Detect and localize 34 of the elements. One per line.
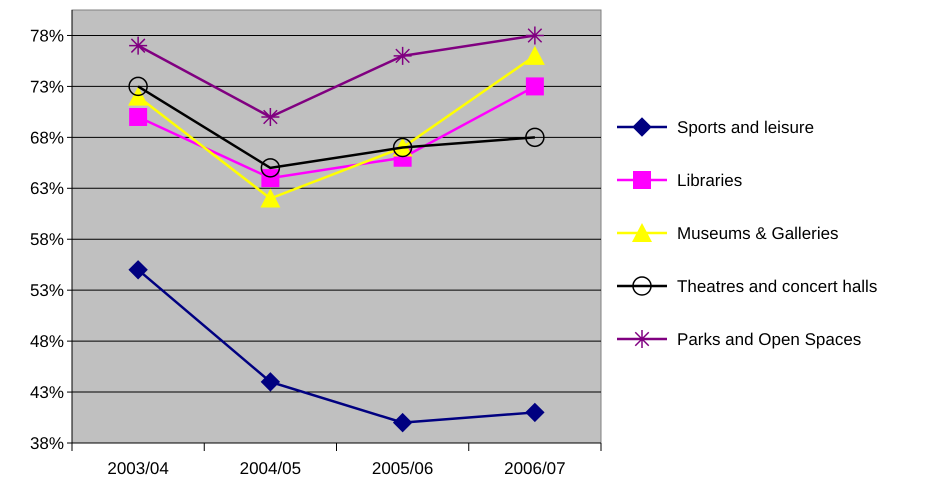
point [526,77,544,96]
y-tick-label: 43% [30,383,64,402]
point [129,108,148,126]
point [128,36,148,56]
x-tick-label: 2006/07 [504,459,566,478]
y-tick-label: 53% [30,281,64,300]
point [260,158,280,178]
point [260,107,280,127]
legend-label: Museums & Galleries [677,224,839,243]
y-tick-label: 58% [30,230,64,250]
point [128,86,148,106]
legend-label: Libraries [677,170,742,190]
y-tick-label: 68% [30,128,64,148]
y-tick-label: 48% [30,332,64,352]
point [128,260,148,280]
y-tick-label: 73% [30,77,64,96]
point [260,372,280,392]
y-tick-label: 78% [30,26,64,46]
point [524,46,545,65]
point [260,188,280,208]
x-tick-label: 2004/05 [240,459,302,478]
point [392,46,412,66]
y-tick-label: 63% [30,179,64,198]
legend-label: Sports and leisure [677,118,814,137]
point [128,76,148,96]
point [525,26,545,46]
y-tick-label: 38% [30,434,64,453]
point [525,402,544,422]
x-tick-label: 2003/04 [107,459,169,478]
point [393,413,412,432]
legend-label: Theatres and concert halls [677,276,878,296]
x-tick-label: 2005/06 [372,459,434,478]
legend-label: Parks and Open Spaces [677,330,862,349]
point [525,128,545,148]
